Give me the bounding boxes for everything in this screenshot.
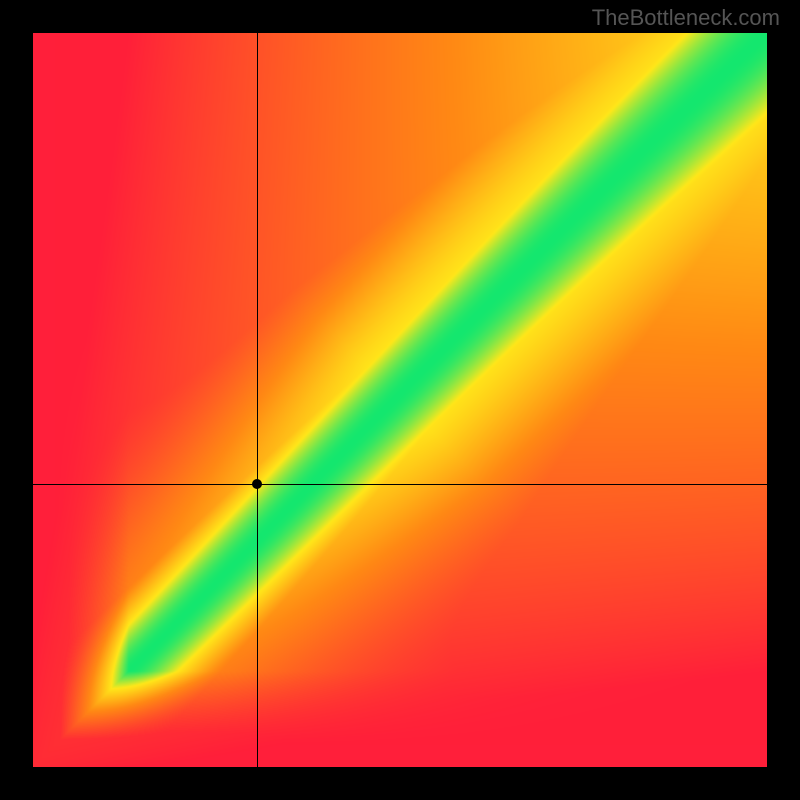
crosshair-vertical xyxy=(257,33,258,767)
marker-point xyxy=(252,479,262,489)
bottleneck-heatmap xyxy=(33,33,767,767)
watermark-text: TheBottleneck.com xyxy=(592,5,780,31)
crosshair-horizontal xyxy=(33,484,767,485)
chart-frame: TheBottleneck.com xyxy=(0,0,800,800)
